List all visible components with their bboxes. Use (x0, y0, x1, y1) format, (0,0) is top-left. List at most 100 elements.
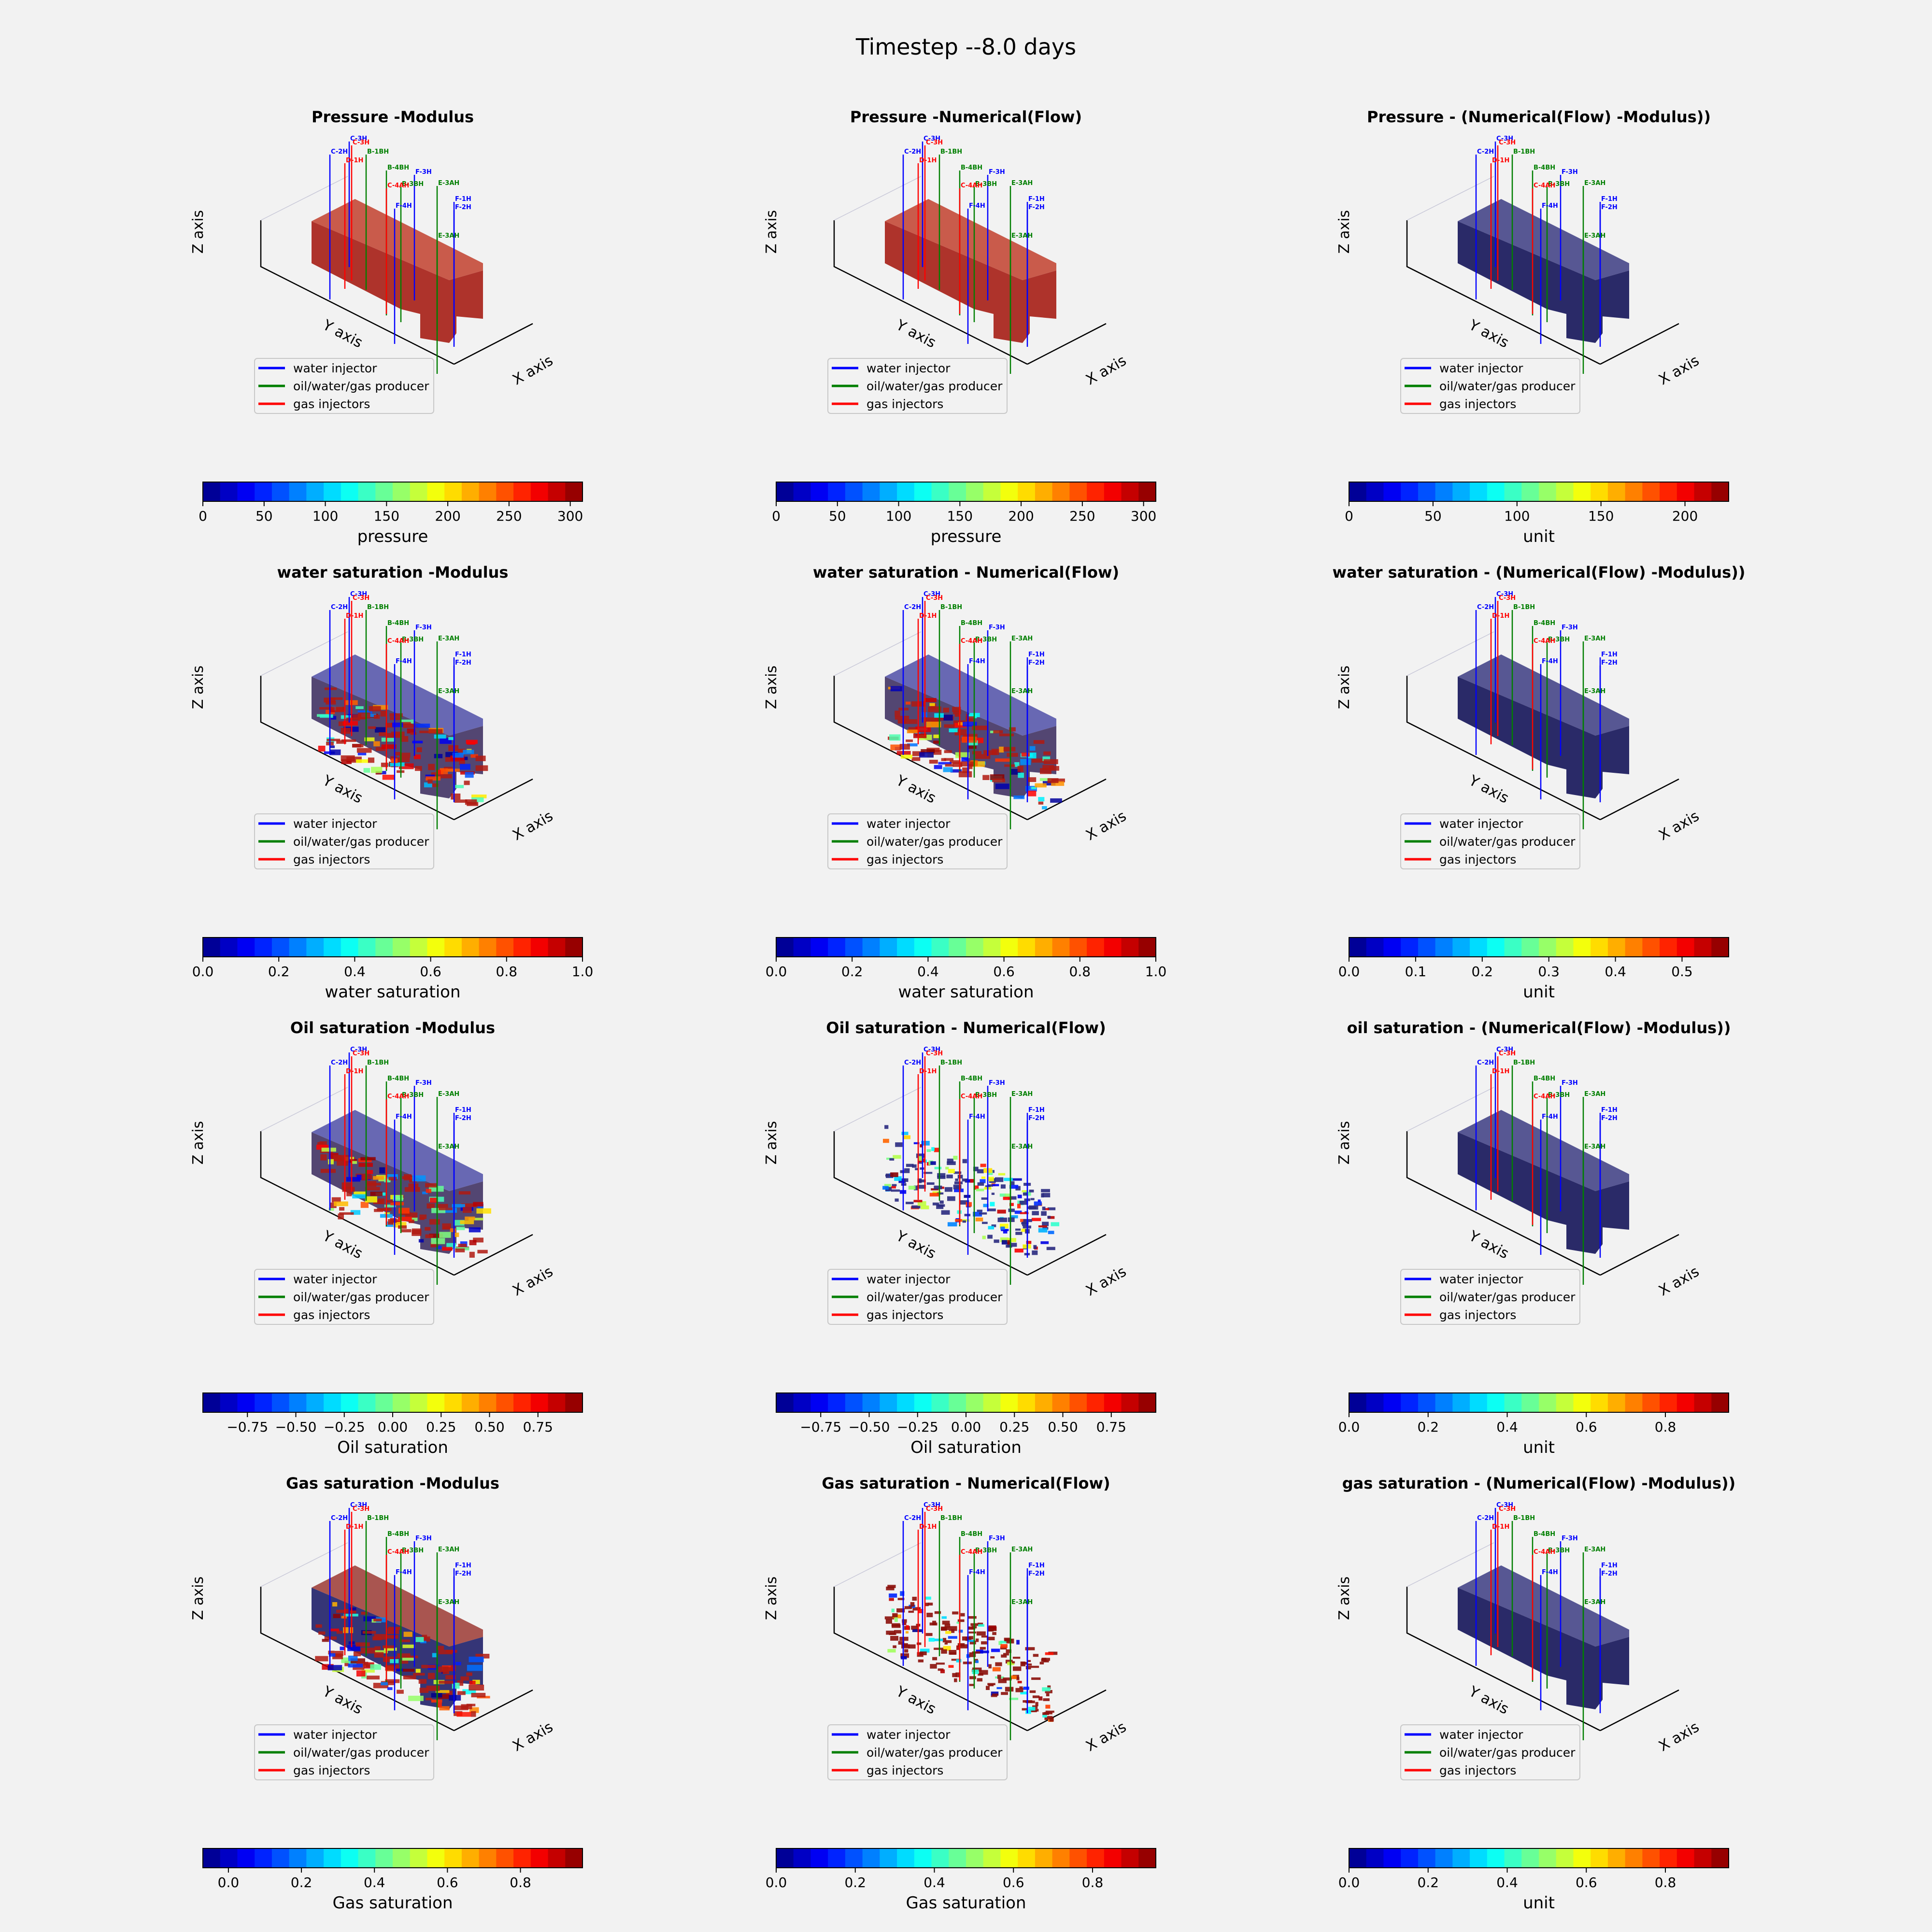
colorbar-tick-label: 0.2 (844, 1875, 866, 1890)
colorbar-segment (1435, 482, 1453, 501)
reservoir-cell (950, 769, 962, 773)
axis-gridline (1406, 1087, 1494, 1132)
reservoir-cell (955, 752, 970, 758)
well-label: B-4BH (387, 1075, 409, 1082)
well-label: B-3BH (975, 1092, 997, 1099)
reservoir-cell (1035, 783, 1047, 788)
reservoir-cell (1020, 1219, 1026, 1222)
reservoir-cell (973, 1211, 982, 1217)
axis-pane-right (1027, 1689, 1107, 1732)
reservoir-cell (992, 778, 1005, 782)
reservoir-top (312, 1110, 483, 1191)
colorbar-segment (496, 1393, 514, 1412)
legend-label: gas injectors (1439, 1308, 1516, 1322)
colorbar: −0.75 −0.50 −0.25 0.00 0.25 0.50 0.75 Oil satur… (776, 1392, 1156, 1457)
reservoir-cell (350, 1607, 356, 1611)
reservoir-cell (920, 1144, 923, 1148)
legend-frame (827, 813, 1008, 869)
reservoir-cell (967, 740, 978, 745)
axis-gridline (1406, 176, 1494, 221)
reservoir-cell (316, 1145, 328, 1150)
reservoir-cell (917, 1185, 926, 1189)
reservoir-cell (889, 1158, 895, 1161)
reservoir-cell (914, 1185, 918, 1191)
reservoir-cell (943, 708, 949, 713)
colorbar-segment (1052, 482, 1070, 501)
colorbar-segment (324, 1848, 341, 1868)
reservoir-cell (1038, 801, 1044, 805)
reservoir-cell (1010, 1675, 1017, 1679)
colorbar-segment (1000, 1393, 1018, 1412)
reservoir-cell (427, 1673, 435, 1679)
colorbar-tick-label: 0.2 (291, 1875, 313, 1890)
reservoir-cell (885, 1174, 891, 1177)
colorbar-tick-label: 1.0 (1145, 964, 1167, 980)
reservoir-cell (929, 750, 942, 755)
reservoir-cell (393, 1222, 407, 1228)
reservoir-cell (1039, 778, 1052, 781)
reservoir-cell (460, 1676, 469, 1681)
reservoir-cell (1022, 1708, 1027, 1711)
reservoir-cell (924, 1603, 929, 1606)
reservoir-cell (977, 1678, 983, 1682)
reservoir-cell (412, 1175, 426, 1182)
reservoir-cell (371, 767, 383, 773)
x-axis-label: X axis (1083, 1263, 1129, 1299)
y-axis-label: Y axis (1466, 1227, 1512, 1263)
axis-pane-left (833, 220, 1028, 365)
legend-frame (254, 1269, 434, 1325)
colorbar-segment (289, 1848, 307, 1868)
reservoir-cell (1012, 1178, 1022, 1181)
reservoir-cell (987, 1683, 995, 1686)
well-label: B-4BH (961, 620, 982, 627)
colorbar-segment (1383, 1848, 1401, 1868)
reservoir-cell (1020, 1691, 1027, 1695)
reservoir-cell (991, 1193, 995, 1195)
colorbar-segment (255, 938, 272, 957)
colorbar-segment (1676, 482, 1695, 501)
reservoir-cell (1044, 1716, 1048, 1720)
reservoir-cell (356, 748, 372, 753)
reservoir-cell (949, 1626, 957, 1631)
reservoir-cell (373, 1619, 382, 1621)
colorbar-segment (1573, 482, 1591, 501)
colorbar-frame (1349, 1392, 1729, 1413)
reservoir-cell (993, 730, 1003, 734)
reservoir-cell (1006, 1660, 1013, 1664)
reservoir-cell (1029, 1205, 1038, 1210)
reservoir-cell (341, 755, 355, 762)
reservoir-cell (988, 1628, 994, 1632)
colorbar-segment (461, 938, 480, 957)
reservoir-cell (409, 1220, 414, 1223)
colorbar-segment (1069, 1848, 1087, 1868)
colorbar-tick-label: 50 (1424, 508, 1442, 524)
well-label: B-3BH (1548, 1547, 1570, 1554)
colorbar-segment (793, 482, 811, 501)
reservoir-cell (979, 1212, 987, 1215)
reservoir-cell (950, 1652, 957, 1655)
reservoir-cell (1008, 1196, 1017, 1200)
colorbar-segment (530, 1393, 549, 1412)
reservoir-cell (421, 1664, 436, 1668)
colorbar-tick-label: 0.0 (1338, 1875, 1360, 1890)
well-label: C-2H (1477, 148, 1494, 156)
reservoir-cell (942, 1638, 947, 1643)
reservoir-cell (1001, 1240, 1011, 1245)
colorbar-segment (324, 938, 341, 957)
well-label: B-1BH (367, 1515, 389, 1522)
reservoir-cell (432, 783, 439, 787)
reservoir-cell (1033, 1654, 1039, 1657)
colorbar-segment (548, 1848, 566, 1868)
reservoir-cell (439, 1208, 453, 1210)
reservoir-cell (369, 706, 381, 711)
reservoir-cell (969, 1652, 976, 1657)
reservoir-cell (1027, 1660, 1031, 1662)
colorbar-segment (341, 482, 359, 501)
colorbar-segment (1591, 938, 1608, 957)
reservoir-cell (949, 728, 958, 733)
colorbar-segment (845, 1393, 863, 1412)
reservoir-cell (450, 1228, 456, 1233)
reservoir-cell (315, 1624, 322, 1628)
reservoir-cell (966, 716, 974, 722)
reservoir-cell (402, 1658, 415, 1661)
